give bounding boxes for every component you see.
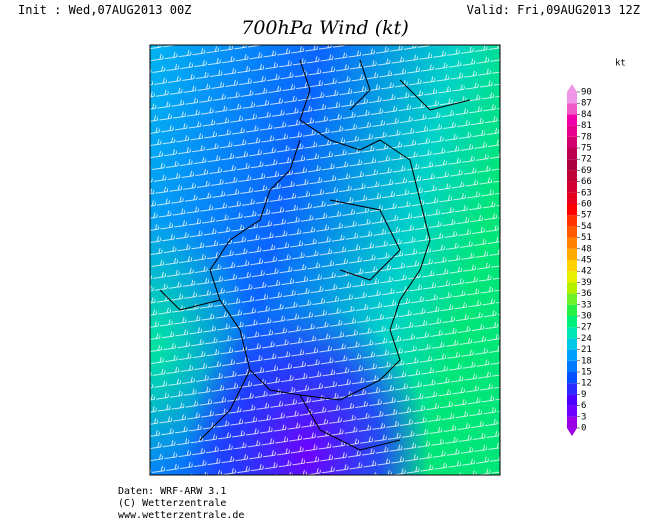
tick-label: 54 bbox=[581, 222, 592, 232]
colorbar: 0369121518212427303336394245485154576063… bbox=[567, 84, 592, 436]
tick-label: 48 bbox=[581, 244, 592, 254]
footer: Daten: WRF-ARW 3.1(C) Wetterzentralewww.… bbox=[118, 486, 244, 520]
color-band bbox=[567, 260, 577, 272]
init-time: Init : Wed,07AUG2013 00Z bbox=[18, 3, 191, 17]
tick-label: 6 bbox=[581, 401, 586, 411]
tick-label: 78 bbox=[581, 132, 592, 142]
color-band bbox=[567, 316, 577, 328]
color-band bbox=[567, 327, 577, 339]
tick-label: 81 bbox=[581, 121, 592, 131]
color-band bbox=[567, 114, 577, 126]
tick-label: 21 bbox=[581, 345, 592, 355]
colorbar-arrow bbox=[567, 428, 577, 436]
colorbar-arrow bbox=[567, 84, 577, 92]
tick-label: 69 bbox=[581, 166, 592, 176]
tick-label: 33 bbox=[581, 300, 592, 310]
color-band bbox=[567, 338, 577, 350]
footer-line: www.wetterzentrale.de bbox=[118, 510, 244, 520]
tick-label: 36 bbox=[581, 289, 592, 299]
color-band bbox=[567, 360, 577, 372]
color-band bbox=[567, 349, 577, 361]
tick-label: 12 bbox=[581, 379, 592, 389]
tick-label: 51 bbox=[581, 233, 592, 243]
tick-label: 9 bbox=[581, 390, 586, 400]
tick-label: 72 bbox=[581, 155, 592, 165]
tick-label: 39 bbox=[581, 278, 592, 288]
color-band bbox=[567, 282, 577, 294]
color-band bbox=[567, 405, 577, 417]
tick-label: 24 bbox=[581, 334, 592, 344]
tick-label: 63 bbox=[581, 188, 592, 198]
tick-label: 15 bbox=[581, 368, 592, 378]
color-band bbox=[567, 204, 577, 216]
color-band bbox=[567, 237, 577, 249]
tick-label: 27 bbox=[581, 323, 592, 333]
color-band bbox=[567, 394, 577, 406]
tick-label: 3 bbox=[581, 412, 586, 422]
color-band bbox=[567, 125, 577, 137]
color-band bbox=[567, 383, 577, 395]
color-band bbox=[567, 215, 577, 227]
tick-label: 87 bbox=[581, 99, 592, 109]
color-band bbox=[567, 304, 577, 316]
color-band bbox=[567, 181, 577, 193]
tick-label: 66 bbox=[581, 177, 592, 187]
tick-label: 45 bbox=[581, 256, 592, 266]
color-band bbox=[567, 248, 577, 260]
tick-label: 42 bbox=[581, 267, 592, 277]
color-band bbox=[567, 159, 577, 171]
valid-time: Valid: Fri,09AUG2013 12Z bbox=[467, 3, 640, 17]
color-band bbox=[567, 372, 577, 384]
color-band bbox=[567, 192, 577, 204]
legend-unit: kt bbox=[615, 59, 626, 69]
color-band bbox=[567, 271, 577, 283]
color-band bbox=[567, 103, 577, 115]
color-band bbox=[567, 92, 577, 104]
color-band bbox=[567, 293, 577, 305]
color-band bbox=[567, 148, 577, 160]
map-title: 700hPa Wind (kt) bbox=[241, 17, 408, 39]
tick-label: 84 bbox=[581, 110, 592, 120]
tick-label: 60 bbox=[581, 200, 592, 210]
footer-line: (C) Wetterzentrale bbox=[118, 498, 226, 509]
map bbox=[149, 44, 501, 476]
tick-label: 57 bbox=[581, 211, 592, 221]
color-band bbox=[567, 136, 577, 148]
color-band bbox=[567, 416, 577, 428]
color-band bbox=[567, 226, 577, 238]
tick-label: 0 bbox=[581, 424, 586, 434]
tick-label: 90 bbox=[581, 88, 592, 98]
color-band bbox=[567, 170, 577, 182]
tick-label: 75 bbox=[581, 144, 592, 154]
footer-line: Daten: WRF-ARW 3.1 bbox=[118, 486, 226, 497]
tick-label: 18 bbox=[581, 356, 592, 366]
tick-label: 30 bbox=[581, 312, 592, 322]
